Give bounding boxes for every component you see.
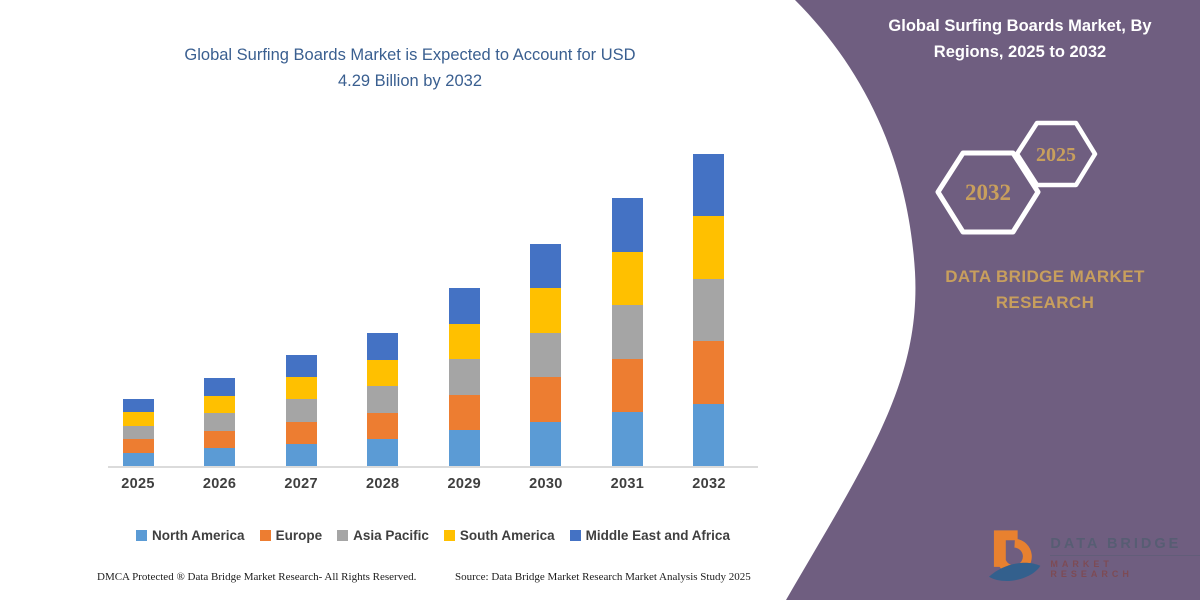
- stacked-bar-2030: [530, 243, 562, 466]
- legend-item-north-america: North America: [136, 528, 245, 543]
- bar-segment-south-america-2028: [367, 359, 399, 387]
- bar-segment-asia-pacific-2025: [122, 425, 154, 440]
- x-axis-label-2032: 2032: [692, 476, 726, 492]
- stacked-bar-2031: [611, 198, 643, 466]
- bar-segment-asia-pacific-2028: [367, 386, 399, 413]
- bar-chart: 2025 2026 2027 2028 2029 2030 2031 2032: [108, 140, 758, 520]
- legend-item-asia-pacific: Asia Pacific: [337, 528, 429, 543]
- x-axis-label-2029: 2029: [447, 476, 481, 492]
- legend-item-europe: Europe: [259, 528, 323, 543]
- x-axis-label-2028: 2028: [365, 476, 400, 492]
- side-panel-title-line-1: Global Surfing Boards Market, By: [888, 17, 1152, 35]
- bar-segment-north-america-2032: [693, 403, 725, 466]
- bar-segment-europe-2025: [122, 439, 154, 453]
- chart-title-line-1: Global Surfing Boards Market is Expected…: [184, 46, 636, 64]
- brand-wordmark: DATA BRIDGE MARKET RESEARCH: [914, 264, 1176, 317]
- stacked-bar-2028: [367, 333, 399, 466]
- bar-chart-plot: [108, 140, 758, 468]
- bar-segment-south-america-2031: [611, 251, 643, 306]
- bar-segment-north-america-2031: [611, 412, 643, 466]
- dbmr-logo: DATA BRIDGE MARKET RESEARCH: [988, 527, 1200, 587]
- stacked-bar-2029: [448, 288, 480, 466]
- bar-segment-north-america-2029: [448, 430, 480, 466]
- dbmr-logo-name: DATA BRIDGE: [1050, 535, 1182, 552]
- hexagon-2032-label: 2032: [965, 180, 1011, 205]
- chart-title-line-2: 4.29 Billion by 2032: [337, 72, 483, 91]
- bar-segment-middle-east-and-africa-2028: [367, 333, 399, 360]
- legend-label-europe: Europe: [275, 528, 323, 543]
- bar-segment-middle-east-and-africa-2025: [122, 398, 154, 413]
- chart-title: Global Surfing Boards Market is Expected…: [90, 42, 730, 95]
- year-hexagons: 2032 2025: [935, 120, 1098, 235]
- x-axis-label-2025: 2025: [121, 476, 155, 492]
- stacked-bar-2026: [204, 378, 236, 466]
- bar-segment-europe-2027: [285, 421, 317, 444]
- bar-segment-south-america-2029: [448, 323, 480, 360]
- side-panel-title: Global Surfing Boards Market, By Regions…: [866, 14, 1174, 65]
- legend-swatch-asia-pacific: [337, 530, 349, 541]
- stacked-bar-2032: [693, 153, 725, 466]
- bar-segment-europe-2031: [611, 358, 643, 413]
- bar-segment-europe-2030: [530, 377, 562, 422]
- chart-legend: North America Europe Asia Pacific South Ame…: [108, 528, 758, 543]
- hexagon-2025: [1014, 120, 1098, 188]
- bar-segment-asia-pacific-2031: [611, 305, 643, 359]
- side-panel-title-line-2: Regions, 2025 to 2032: [933, 42, 1107, 61]
- footer-source-text: Source: Data Bridge Market Research Mark…: [455, 571, 751, 583]
- hexagon-2032: [935, 150, 1041, 235]
- bar-segment-asia-pacific-2030: [530, 332, 562, 378]
- bar-segment-middle-east-and-africa-2029: [448, 288, 480, 324]
- bar-segment-europe-2029: [448, 394, 480, 431]
- bar-segment-asia-pacific-2027: [285, 399, 317, 422]
- bar-segment-south-america-2032: [693, 216, 725, 279]
- bar-segment-middle-east-and-africa-2026: [204, 378, 236, 396]
- bar-segment-north-america-2027: [285, 443, 317, 466]
- x-axis-label-2031: 2031: [610, 476, 645, 492]
- bar-segment-middle-east-and-africa-2032: [693, 153, 725, 217]
- footer-dmca-text: DMCA Protected ® Data Bridge Market Rese…: [97, 571, 417, 583]
- bar-segment-asia-pacific-2032: [693, 278, 725, 342]
- bar-segment-europe-2028: [367, 412, 399, 440]
- bar-segment-south-america-2030: [530, 288, 562, 333]
- bar-segment-middle-east-and-africa-2030: [530, 243, 562, 289]
- x-axis-label-2030: 2030: [529, 476, 563, 492]
- bar-segment-middle-east-and-africa-2027: [285, 354, 317, 378]
- dbmr-logo-mark-icon: [988, 530, 1041, 581]
- bar-segment-north-america-2028: [367, 439, 399, 466]
- legend-swatch-south-america: [443, 530, 455, 541]
- brand-wordmark-line-1: DATA BRIDGE MARKET: [945, 267, 1145, 286]
- bar-segment-europe-2032: [693, 341, 725, 404]
- bar-segment-middle-east-and-africa-2031: [611, 198, 643, 252]
- legend-label-south-america: South America: [459, 528, 555, 543]
- dbmr-logo-tagline: MARKET RESEARCH: [1050, 554, 1200, 579]
- stacked-bar-2025: [122, 398, 154, 466]
- bar-segment-north-america-2030: [530, 421, 562, 466]
- bar-segment-south-america-2025: [122, 412, 154, 426]
- x-axis-label-2026: 2026: [202, 476, 237, 492]
- brand-wordmark-line-2: RESEARCH: [995, 293, 1095, 313]
- legend-label-north-america: North America: [152, 528, 245, 543]
- legend-label-middle-east-and-africa: Middle East and Africa: [585, 528, 730, 543]
- legend-label-asia-pacific: Asia Pacific: [353, 528, 429, 543]
- legend-item-middle-east-and-africa: Middle East and Africa: [569, 528, 730, 543]
- bar-segment-north-america-2026: [204, 448, 236, 466]
- bar-segment-south-america-2027: [285, 377, 317, 400]
- legend-item-south-america: South America: [443, 528, 555, 543]
- x-axis-labels: 2025 2026 2027 2028 2029 2030 2031 2032: [108, 476, 758, 500]
- bar-segment-europe-2026: [204, 430, 236, 449]
- stacked-bar-2027: [285, 354, 317, 466]
- bar-segment-asia-pacific-2026: [204, 413, 236, 431]
- legend-swatch-europe: [259, 530, 271, 541]
- bar-segment-north-america-2025: [122, 452, 154, 466]
- hexagon-2025-label: 2025: [1036, 144, 1076, 166]
- x-axis-label-2027: 2027: [284, 476, 318, 492]
- legend-swatch-north-america: [136, 530, 148, 541]
- bar-segment-south-america-2026: [204, 395, 236, 414]
- legend-swatch-middle-east-and-africa: [569, 530, 581, 541]
- dbmr-logo-text: DATA BRIDGE MARKET RESEARCH: [1050, 536, 1200, 579]
- bar-segment-asia-pacific-2029: [448, 359, 480, 395]
